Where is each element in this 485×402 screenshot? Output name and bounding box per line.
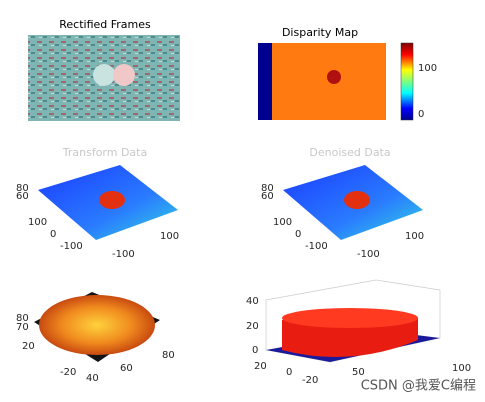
tick-label: 60 [261,191,274,202]
tick-label: 0 [295,229,301,240]
tick-label: 20 [22,341,35,352]
tick-label: 100 [273,217,292,228]
tick-label: 60 [120,363,133,374]
surface-feature [99,191,125,209]
tick-label: 40 [246,296,259,307]
image-feature [113,64,135,86]
disparity-feature [327,70,341,84]
tick-label: -100 [357,249,380,260]
tick-label: -20 [60,367,76,378]
tick-label: 0 [286,367,292,378]
tick-label: 100 [28,217,47,228]
tick-label: 100 [452,363,471,374]
tick-label: 60 [16,191,29,202]
panel-title: Denoised Data [309,146,390,159]
cylinder-top [282,308,418,328]
panel-title: Disparity Map [282,26,358,39]
tick-label: 80 [16,183,29,194]
tick-label: 70 [16,322,29,333]
colorbar-tick-label: 0 [418,109,424,120]
colorbar-tick-label: 100 [418,63,437,74]
tick-label: 80 [261,183,274,194]
tick-label: 20 [246,321,259,332]
disparity-image [258,43,386,120]
tick-label: -100 [60,241,83,252]
image-feature [93,64,115,86]
tick-label: -100 [305,241,328,252]
panel-title: Transform Data [62,146,147,159]
tick-label: 0 [50,229,56,240]
tick-label: 80 [162,350,175,361]
tick-label: 80 [16,313,29,324]
tick-label: 100 [160,231,179,242]
tick-label: 100 [405,231,424,242]
tick-label: -20 [302,375,318,386]
tick-label: 0 [252,345,258,356]
heat-surface [39,295,155,355]
watermark: CSDN @我爱C编程 [361,379,476,394]
tick-label: 20 [254,361,267,372]
tick-label: -100 [112,249,135,260]
surface-feature [344,191,370,209]
disparity-edge [258,43,272,120]
tick-label: 40 [86,373,99,384]
colorbar [400,42,414,121]
panel-title: Rectified Frames [59,18,151,31]
tick-label: 50 [352,367,365,378]
